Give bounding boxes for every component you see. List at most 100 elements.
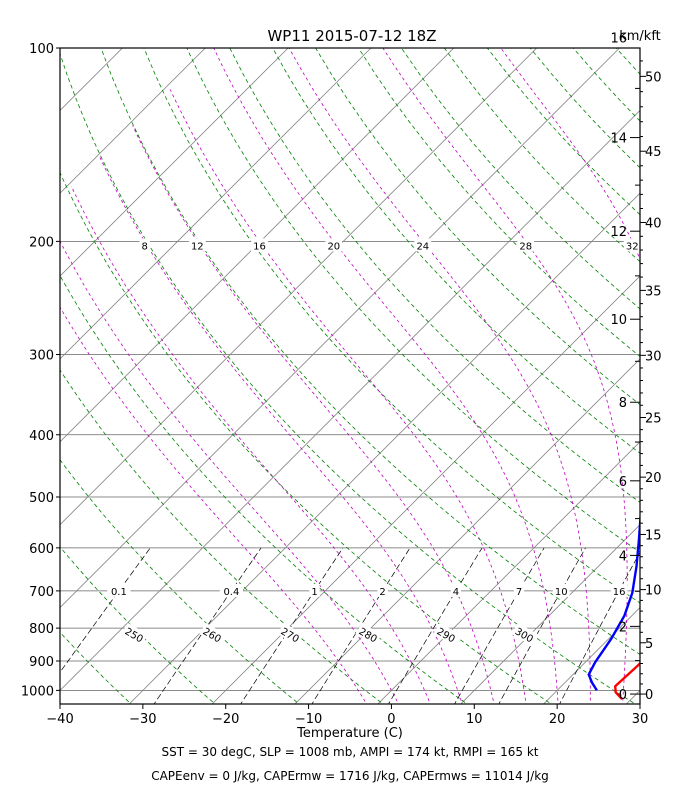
- svg-text:0.1: 0.1: [111, 587, 127, 598]
- moist-adiabat-label: 32: [623, 238, 641, 252]
- kft-tick-label: 0: [645, 688, 653, 703]
- dry-adiabat-280: [60, 274, 468, 704]
- km-tick-label: 6: [619, 475, 627, 490]
- dry-adiabat-340: [229, 48, 640, 503]
- isotherm--10: [294, 358, 640, 704]
- sounding-profiles: [587, 509, 640, 701]
- chart-title: WP11 2015-07-12 18Z: [267, 27, 436, 45]
- isotherm--60: [60, 48, 537, 526]
- dry-adiabat-360: [315, 48, 640, 406]
- pressure-tick-label: 500: [29, 491, 54, 506]
- svg-text:12: 12: [191, 241, 204, 252]
- moist-adiabat-label: 8: [139, 238, 150, 252]
- km-tick-label: 0: [619, 688, 627, 703]
- footer-line-1: SST = 30 degC, SLP = 1008 mb, AMPI = 174…: [161, 745, 539, 759]
- km-tick-label: 12: [610, 225, 627, 240]
- pressure-tick-label: 700: [29, 585, 54, 600]
- moist-adiabat-0: [60, 240, 399, 704]
- x-tick-label: −30: [129, 712, 156, 727]
- x-tick-label: 0: [387, 712, 395, 727]
- kft-tick-label: 10: [645, 584, 662, 599]
- svg-text:16: 16: [613, 587, 626, 598]
- moist-adiabat-label: 28: [517, 238, 535, 252]
- mixing-ratio-label: 10: [552, 583, 570, 598]
- moist-adiabat-12: [132, 125, 495, 704]
- pressure-tick-label: 600: [29, 542, 54, 557]
- dry-adiabat-lines: [60, 48, 640, 704]
- isotherm--90: [60, 48, 289, 277]
- svg-text:24: 24: [416, 241, 429, 252]
- moist-adiabat-4: [70, 185, 431, 704]
- x-tick-label: −10: [295, 712, 322, 727]
- pressure-tick-label: 900: [29, 655, 54, 670]
- svg-text:8: 8: [142, 241, 148, 252]
- dry-adiabat-330: [186, 48, 640, 553]
- mixing-ratio-1: [240, 547, 344, 704]
- mixing-ratio-0.1: [60, 547, 151, 673]
- kft-tick-label: 45: [645, 145, 662, 160]
- kft-tick-label: 30: [645, 349, 662, 364]
- pressure-tick-label: 100: [29, 42, 54, 57]
- x-tick-label: −20: [212, 712, 239, 727]
- pressure-tick-label: 1000: [21, 684, 54, 699]
- svg-text:16: 16: [253, 241, 266, 252]
- kft-tick-label: 40: [645, 216, 662, 231]
- km-tick-label: 10: [610, 313, 627, 328]
- svg-text:4: 4: [453, 587, 459, 598]
- svg-text:10: 10: [555, 587, 568, 598]
- dry-adiabat-370: [358, 48, 640, 358]
- pressure-tick-label: 200: [29, 235, 54, 250]
- moist-adiabat-lines: [60, 48, 640, 704]
- mixing-ratio-label: 0.4: [219, 583, 243, 598]
- isotherm--80: [60, 48, 372, 360]
- dry-adiabat-260: [60, 459, 300, 704]
- pressure-tick-label: 400: [29, 429, 54, 444]
- moist-adiabat-8: [99, 157, 463, 704]
- height-axis-label: km/kft: [619, 29, 661, 44]
- svg-text:20: 20: [327, 241, 340, 252]
- mixing-ratio-7: [454, 547, 545, 704]
- mixing-ratio-label: 2: [377, 583, 388, 598]
- km-tick-label: 2: [619, 620, 627, 635]
- km-tick-label: 4: [619, 549, 627, 564]
- x-tick-label: 10: [466, 712, 483, 727]
- dry-adiabat-310: [100, 48, 640, 655]
- mixing-ratio-16: [559, 551, 640, 704]
- km-tick-label: 8: [619, 396, 627, 411]
- x-tick-label: −40: [46, 712, 73, 727]
- dry-adiabat-290: [60, 171, 552, 704]
- km-tick-label: 14: [610, 132, 627, 147]
- dry-adiabat-270: [60, 369, 384, 704]
- mixing-ratio-label: 0.1: [107, 583, 131, 598]
- isotherm-10: [460, 524, 640, 704]
- kft-tick-label: 20: [645, 471, 662, 486]
- moist-adiabat-label: 24: [414, 238, 432, 252]
- isotherm-0: [377, 441, 640, 704]
- mixing-ratio-4: [388, 547, 483, 704]
- kft-tick-label: 25: [645, 412, 662, 427]
- svg-text:2: 2: [379, 587, 385, 598]
- dewpoint-profile-line: [587, 509, 640, 692]
- svg-text:0.4: 0.4: [223, 587, 239, 598]
- kft-tick-label: 15: [645, 528, 662, 543]
- x-tick-label: 20: [549, 712, 566, 727]
- dry-adiabat-320: [143, 48, 640, 604]
- moist-adiabat-24: [288, 48, 591, 704]
- moist-adiabat-28: [382, 48, 628, 704]
- x-axis-label: Temperature (C): [296, 726, 403, 741]
- mixing-ratio-label: 7: [513, 583, 525, 598]
- mixing-ratio-label: 1: [309, 583, 320, 598]
- moist-adiabat-label: 16: [251, 238, 268, 252]
- moist-adiabat--4: [60, 306, 368, 704]
- km-tick-label: 16: [610, 32, 627, 47]
- plot-frame: [59, 47, 641, 705]
- isotherm--70: [60, 48, 455, 443]
- kft-tick-label: 5: [645, 637, 653, 652]
- kft-tick-label: 50: [645, 70, 662, 85]
- isotherm--40: [60, 109, 640, 691]
- mixing-ratio-label: 16: [610, 583, 628, 598]
- footer-line-2: CAPEenv = 0 J/kg, CAPErmw = 1716 J/kg, C…: [151, 769, 549, 783]
- pressure-tick-label: 800: [29, 622, 54, 637]
